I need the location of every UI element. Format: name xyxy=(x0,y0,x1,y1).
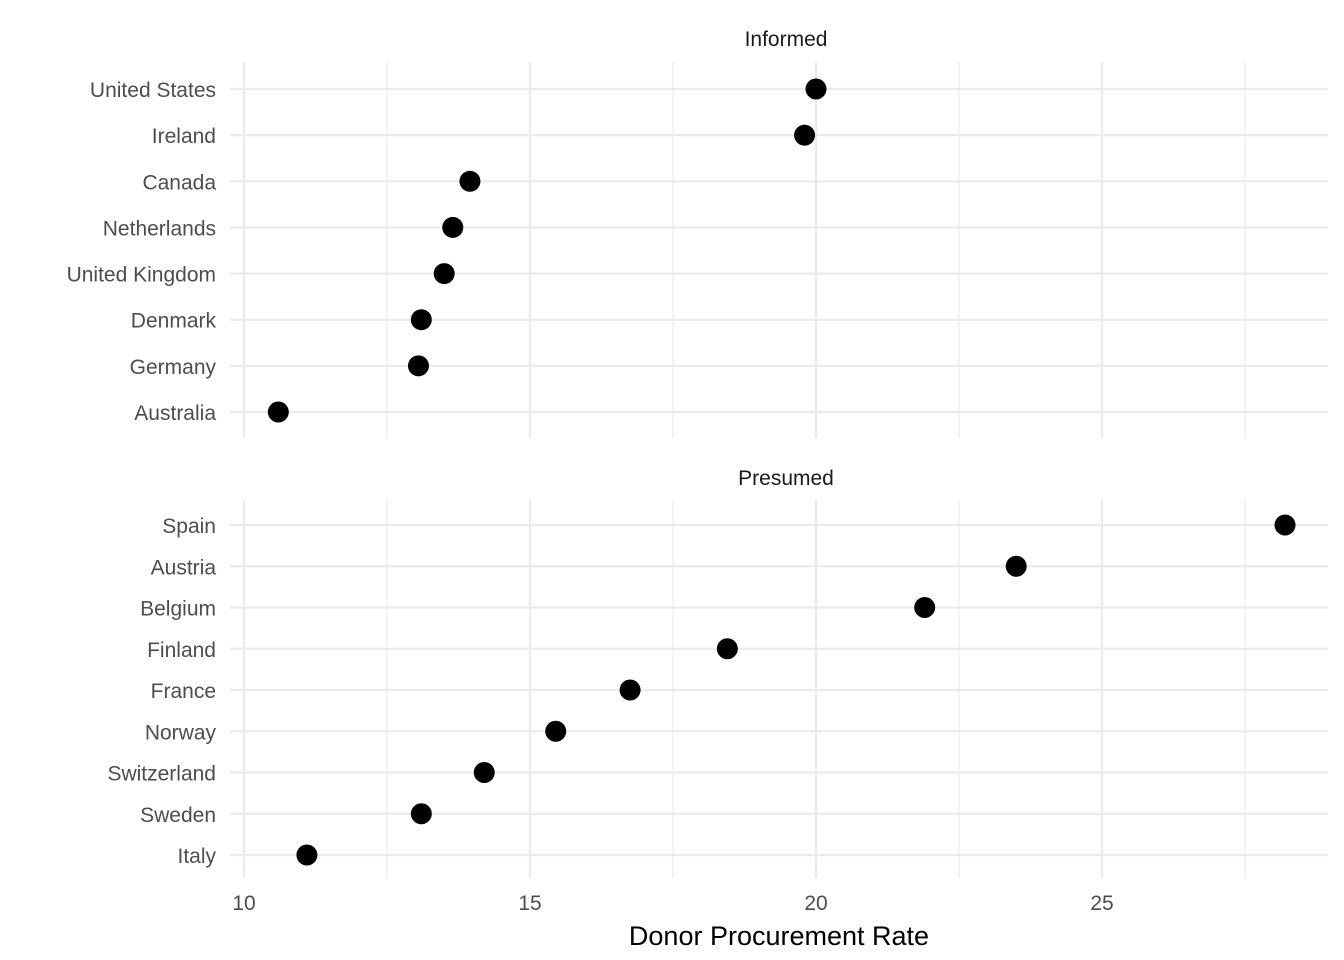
data-point xyxy=(442,216,464,238)
data-point xyxy=(914,597,936,618)
data-point xyxy=(794,124,816,146)
data-point xyxy=(407,355,429,377)
y-tick-label: United Kingdom xyxy=(67,264,216,287)
data-point xyxy=(1005,555,1027,577)
x-axis: 10 15 20 25 Donor Procurement Rate xyxy=(232,892,1113,951)
data-point xyxy=(459,170,481,192)
data-point xyxy=(267,401,289,423)
y-tick-label: Belgium xyxy=(140,598,216,621)
y-tick-label: Norway xyxy=(145,721,217,744)
y-tick-label: Switzerland xyxy=(107,763,216,786)
data-points xyxy=(267,78,827,423)
y-tick-label: Australia xyxy=(134,402,216,425)
x-tick-label: 15 xyxy=(518,892,541,915)
y-tick-label: Ireland xyxy=(152,125,216,148)
y-tick-label: Spain xyxy=(162,515,216,538)
y-tick-label: Canada xyxy=(142,171,216,194)
data-point xyxy=(619,679,641,701)
y-tick-labels: Spain Austria Belgium Finland France Norway Sw… xyxy=(107,515,216,868)
panel-informed: Informed United States Ireland Canada Nethe… xyxy=(67,28,1328,438)
y-tick-label: Sweden xyxy=(140,804,216,827)
x-tick-label: 10 xyxy=(232,892,255,915)
y-tick-label: Italy xyxy=(177,845,216,868)
panel-title: Informed xyxy=(745,28,828,51)
x-tick-labels: 10 15 20 25 xyxy=(232,892,1113,915)
y-tick-label: United States xyxy=(90,79,216,102)
x-axis-title: Donor Procurement Rate xyxy=(629,921,929,951)
y-tick-label: France xyxy=(151,680,216,703)
data-point xyxy=(805,78,827,100)
data-point xyxy=(473,762,495,783)
data-point xyxy=(410,309,432,331)
panel-presumed: Presumed Spain Austria Belgium Finland Franc… xyxy=(107,467,1328,878)
data-point xyxy=(716,638,738,660)
y-tick-label: Finland xyxy=(147,639,216,662)
data-point xyxy=(545,720,567,742)
y-tick-label: Austria xyxy=(151,556,217,579)
x-tick-label: 20 xyxy=(804,892,827,915)
data-point xyxy=(433,263,455,285)
data-points xyxy=(296,514,1296,866)
data-point xyxy=(296,844,318,866)
panel-title: Presumed xyxy=(738,467,834,490)
y-tick-label: Denmark xyxy=(131,310,217,333)
y-tick-labels: United States Ireland Canada Netherlands Uni… xyxy=(67,79,217,425)
x-tick-label: 25 xyxy=(1090,892,1113,915)
gridlines xyxy=(230,500,1328,878)
y-tick-label: Germany xyxy=(130,356,217,379)
data-point xyxy=(410,803,432,825)
data-point xyxy=(1274,514,1296,536)
gridlines xyxy=(230,62,1328,438)
y-tick-label: Netherlands xyxy=(103,217,216,240)
